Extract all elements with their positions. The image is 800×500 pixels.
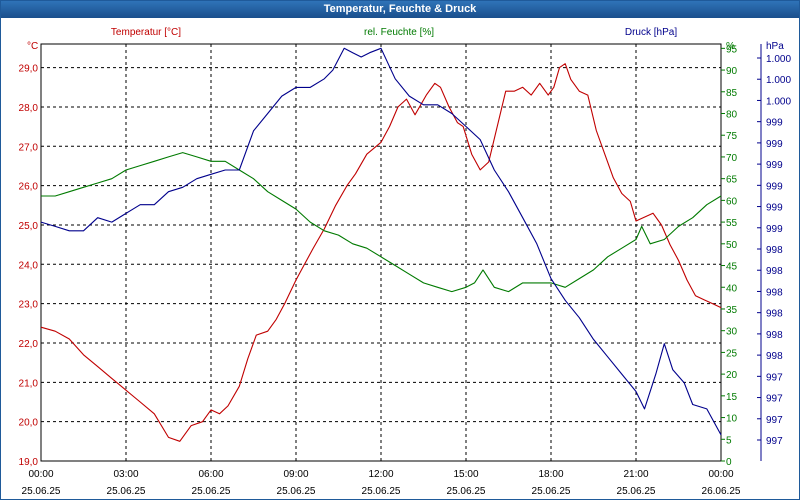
x-tick-label: 21:00 (623, 469, 648, 480)
pressure-tick-label: 999 (766, 181, 783, 192)
pressure-tick-label: 998 (766, 309, 783, 320)
pressure-tick-label: 997 (766, 394, 783, 405)
x-tick-label: 00:00 (708, 469, 733, 480)
x-date-label: 25.06.25 (277, 486, 316, 497)
humidity-axis-label: rel. Feuchte [%] (364, 27, 434, 38)
humidity-tick-label: 65 (726, 175, 738, 186)
humidity-tick-label: 85 (726, 88, 738, 99)
humidity-unit: % (726, 41, 735, 52)
humidity-tick-label: 90 (726, 66, 738, 77)
pressure-tick-label: 1.000 (766, 96, 791, 107)
x-date-label: 26.06.25 (702, 486, 741, 497)
x-date-label: 25.06.25 (617, 486, 656, 497)
pressure-tick-label: 998 (766, 266, 783, 277)
humidity-tick-label: 95 (726, 44, 738, 55)
humidity-tick-label: 0 (726, 457, 732, 468)
x-date-label: 25.06.25 (532, 486, 571, 497)
pressure-tick-label: 999 (766, 139, 783, 150)
humidity-tick-label: 50 (726, 240, 738, 251)
x-tick-label: 12:00 (368, 469, 393, 480)
pressure-tick-label: 998 (766, 287, 783, 298)
pressure-tick-label: 998 (766, 330, 783, 341)
pressure-tick-label: 999 (766, 224, 783, 235)
series-lines (40, 47, 722, 442)
x-tick-label: 15:00 (453, 469, 478, 480)
temperature-unit: °C (27, 41, 38, 52)
humidity-tick-label: 15 (726, 392, 738, 403)
x-tick-label: 03:00 (113, 469, 138, 480)
temperature-axis-label: Temperatur [°C] (111, 27, 181, 38)
temperature-tick-label: 27,0 (19, 142, 39, 153)
x-date-label: 25.06.25 (192, 486, 231, 497)
humidity-series-line (41, 152, 722, 293)
pressure-axis-label: Druck [hPa] (625, 27, 677, 38)
humidity-tick-label: 30 (726, 327, 738, 338)
pressure-unit: hPa (766, 41, 784, 52)
temperature-tick-label: 20,0 (19, 418, 39, 429)
pressure-tick-label: 998 (766, 245, 783, 256)
pressure-tick-label: 997 (766, 436, 783, 447)
temperature-tick-label: 23,0 (19, 300, 39, 311)
pressure-tick-label: 1.000 (766, 75, 791, 86)
temperature-tick-label: 26,0 (19, 182, 39, 193)
plot-area (40, 43, 722, 462)
humidity-tick-label: 45 (726, 262, 738, 273)
temperature-tick-label: 19,0 (19, 457, 39, 468)
grid-lines (41, 44, 721, 461)
temperature-tick-label: 28,0 (19, 103, 39, 114)
x-tick-label: 00:00 (28, 469, 53, 480)
pressure-tick-label: 1.000 (766, 54, 791, 65)
x-date-label: 25.06.25 (107, 486, 146, 497)
humidity-tick-label: 35 (726, 305, 738, 316)
humidity-tick-label: 5 (726, 435, 732, 446)
pressure-tick-label: 999 (766, 203, 783, 214)
humidity-tick-label: 40 (726, 283, 738, 294)
x-tick-label: 09:00 (283, 469, 308, 480)
temperature-tick-label: 24,0 (19, 260, 39, 271)
temperature-tick-label: 22,0 (19, 339, 39, 350)
temperature-series-line (40, 63, 722, 442)
x-tick-label: 18:00 (538, 469, 563, 480)
axis-ticks: 00:00 25.06.25 03:00 25.06.25 06:00 25.06.25 0… (19, 44, 791, 497)
pressure-tick-label: 997 (766, 415, 783, 426)
x-tick-label: 06:00 (198, 469, 223, 480)
temperature-tick-label: 25,0 (19, 221, 39, 232)
window-title: Temperatur, Feuchte & Druck (1, 1, 799, 18)
humidity-tick-label: 70 (726, 153, 738, 164)
x-date-label: 25.06.25 (447, 486, 486, 497)
temperature-tick-label: 21,0 (19, 378, 39, 389)
humidity-tick-label: 75 (726, 131, 738, 142)
humidity-tick-label: 20 (726, 370, 738, 381)
humidity-tick-label: 55 (726, 218, 738, 229)
pressure-tick-label: 997 (766, 372, 783, 383)
humidity-tick-label: 80 (726, 110, 738, 121)
x-date-label: 25.06.25 (22, 486, 61, 497)
temperature-tick-label: 29,0 (19, 64, 39, 75)
pressure-tick-label: 998 (766, 351, 783, 362)
pressure-tick-label: 999 (766, 160, 783, 171)
pressure-series-line (40, 47, 722, 436)
humidity-tick-label: 10 (726, 414, 738, 425)
humidity-tick-label: 25 (726, 348, 738, 359)
pressure-tick-label: 999 (766, 118, 783, 129)
x-date-label: 25.06.25 (362, 486, 401, 497)
humidity-tick-label: 60 (726, 196, 738, 207)
